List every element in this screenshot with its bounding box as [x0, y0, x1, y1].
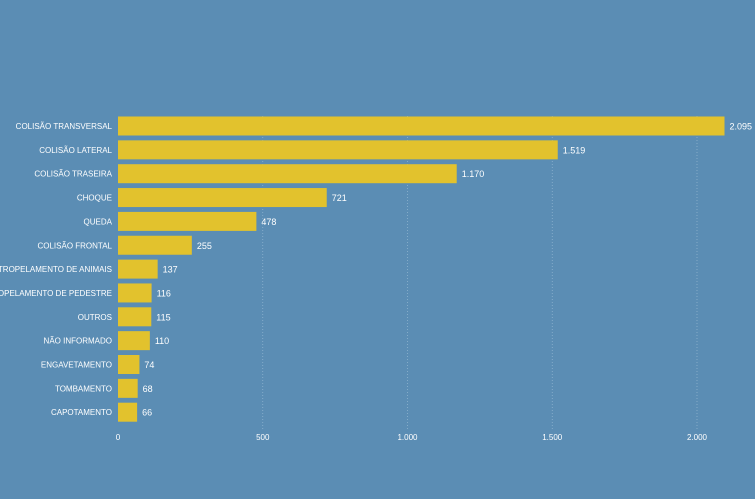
bar[interactable] — [118, 188, 327, 208]
bar[interactable] — [118, 235, 192, 255]
bar[interactable] — [118, 259, 158, 279]
category-label: COLISÃO TRANSVERSAL — [16, 122, 113, 131]
x-tick-label: 1.500 — [542, 433, 563, 442]
bar[interactable] — [118, 140, 558, 160]
data-label: 255 — [197, 241, 212, 251]
x-tick-label: 500 — [256, 433, 270, 442]
category-label: ATROPELAMENTO DE ANIMAIS — [0, 265, 112, 274]
bar[interactable] — [118, 378, 138, 398]
x-tick-label: 2.000 — [687, 433, 708, 442]
data-label: 2.095 — [730, 122, 753, 132]
data-label: 137 — [163, 265, 178, 275]
category-label: QUEDA — [84, 217, 113, 226]
category-label: NÃO INFORMADO — [44, 337, 112, 346]
data-label: 1.519 — [563, 145, 586, 155]
data-label: 721 — [332, 193, 347, 203]
bar[interactable] — [118, 283, 152, 303]
data-label: 74 — [144, 360, 154, 370]
category-label: CHOQUE — [77, 194, 112, 203]
bar[interactable] — [118, 211, 257, 231]
category-label: OUTROS — [78, 313, 112, 322]
category-label: ATROPELAMENTO DE PEDESTRE — [0, 289, 112, 298]
data-label: 66 — [142, 408, 152, 418]
data-label: 68 — [143, 384, 153, 394]
category-label: COLISÃO LATERAL — [39, 146, 112, 155]
bar[interactable] — [118, 116, 725, 136]
data-label: 115 — [156, 312, 170, 322]
category-label: ENGAVETAMENTO — [41, 361, 112, 370]
category-label: COLISÃO FRONTAL — [37, 241, 112, 250]
bar[interactable] — [118, 307, 152, 327]
category-label: CAPOTAMENTO — [51, 408, 112, 417]
labels: 0 500 1.000 1.500 2.000 COLISÃO TRANSVERSAL 2.… — [0, 122, 752, 443]
x-tick-label: 1.000 — [397, 433, 418, 442]
category-label: COLISÃO TRASEIRA — [34, 170, 112, 179]
category-label: TOMBAMENTO — [55, 384, 112, 393]
bar[interactable] — [118, 355, 140, 374]
bar[interactable] — [118, 164, 457, 184]
data-label: 116 — [157, 288, 171, 298]
bar[interactable] — [118, 331, 150, 351]
data-label: 1.170 — [462, 169, 485, 179]
data-label: 478 — [261, 217, 276, 227]
grid — [262, 116, 698, 429]
bars — [118, 116, 725, 422]
bar[interactable] — [118, 402, 138, 422]
x-tick-label: 0 — [116, 433, 121, 442]
data-label: 110 — [155, 336, 169, 346]
